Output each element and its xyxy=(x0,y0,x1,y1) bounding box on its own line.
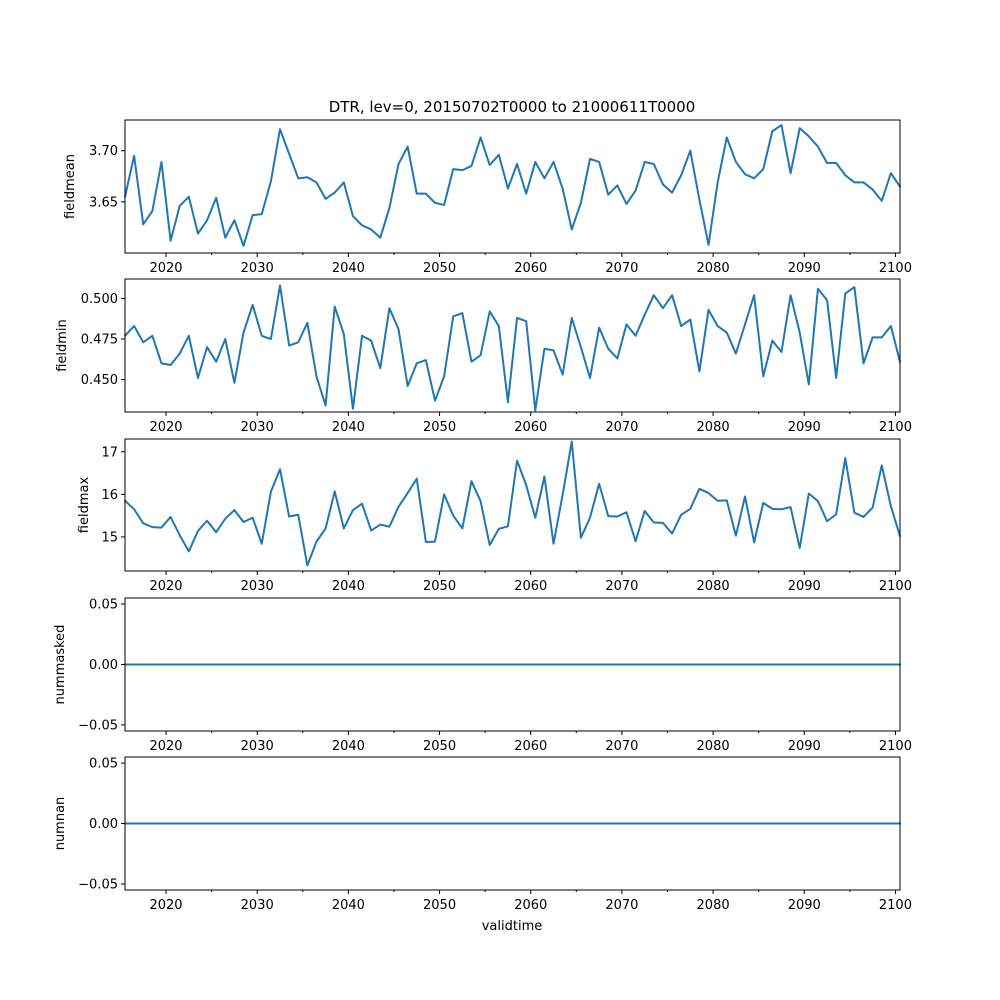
y-tick-label: 0.475 xyxy=(81,333,118,348)
x-tick-label: 2040 xyxy=(332,261,365,276)
x-tick-label: 2060 xyxy=(514,739,547,754)
y-tick-label: 0.05 xyxy=(89,598,118,613)
x-tick-label: 2060 xyxy=(514,261,547,276)
x-tick-label: 2020 xyxy=(149,420,182,435)
x-tick-label: 2030 xyxy=(241,261,274,276)
y-tick-label: 3.65 xyxy=(89,195,118,210)
x-tick-label: 2030 xyxy=(241,579,274,594)
chart-title: DTR, lev=0, 20150702T0000 to 21000611T00… xyxy=(329,98,696,116)
y-tick-label: 3.70 xyxy=(89,144,118,159)
x-tick-label: 2030 xyxy=(241,420,274,435)
x-tick-label: 2070 xyxy=(605,579,638,594)
x-tick-label: 2080 xyxy=(697,420,730,435)
nummasked-axis-label: nummasked xyxy=(53,625,68,705)
x-tick-label: 2040 xyxy=(332,579,365,594)
x-tick-label: 2080 xyxy=(697,898,730,913)
x-tick-label: 2050 xyxy=(423,898,456,913)
x-tick-label: 2030 xyxy=(241,739,274,754)
x-tick-label: 2070 xyxy=(605,739,638,754)
y-tick-label: 17 xyxy=(101,445,118,460)
y-tick-label: 15 xyxy=(101,530,118,545)
x-tick-label: 2090 xyxy=(788,420,821,435)
x-tick-label: 2050 xyxy=(423,420,456,435)
fieldmin-axis-label: fieldmin xyxy=(55,319,70,372)
y-tick-label: −0.05 xyxy=(78,718,118,733)
x-tick-label: 2100 xyxy=(879,898,912,913)
fieldmax-line xyxy=(124,440,901,567)
y-tick-label: 0.05 xyxy=(89,757,118,772)
x-tick-label: 2100 xyxy=(879,739,912,754)
fieldmean-axes-frame xyxy=(124,119,901,254)
x-tick-label: 2030 xyxy=(241,898,274,913)
y-tick-label: 16 xyxy=(101,488,118,503)
panel-numnan: 2020 2030 2040 2050 2060 2070 2080 2090 2100 −0.0… xyxy=(53,756,912,913)
fieldmean-line xyxy=(124,124,901,247)
x-tick-label: 2040 xyxy=(332,420,365,435)
x-tick-label: 2090 xyxy=(788,579,821,594)
y-tick-label: 0.450 xyxy=(81,373,118,388)
x-tick-label: 2040 xyxy=(332,739,365,754)
x-tick-label: 2070 xyxy=(605,898,638,913)
fieldmin-line xyxy=(124,284,901,412)
x-tick-label: 2090 xyxy=(788,739,821,754)
fieldmean-axis-label: fieldmean xyxy=(63,154,78,219)
x-tick-label: 2050 xyxy=(423,579,456,594)
panel-fieldmin: 2020 2030 2040 2050 2060 2070 2080 2090 2100 0.45… xyxy=(55,278,912,435)
x-tick-label: 2100 xyxy=(879,579,912,594)
fieldmax-axis-label: fieldmax xyxy=(77,477,92,534)
y-tick-label: 0.00 xyxy=(89,817,118,832)
x-tick-label: 2050 xyxy=(423,739,456,754)
x-tick-label: 2020 xyxy=(149,261,182,276)
x-tick-label: 2020 xyxy=(149,579,182,594)
x-tick-label: 2060 xyxy=(514,898,547,913)
x-tick-label: 2080 xyxy=(697,739,730,754)
x-tick-label: 2080 xyxy=(697,579,730,594)
x-axis-label: validtime xyxy=(482,919,543,934)
fieldmin-axes-frame xyxy=(124,278,901,413)
x-tick-label: 2100 xyxy=(879,261,912,276)
panels: 2020 2030 2040 2050 2060 2070 2080 2090 2100 3.65… xyxy=(53,119,912,913)
y-tick-label: 0.00 xyxy=(89,658,118,673)
x-tick-label: 2020 xyxy=(149,739,182,754)
x-tick-label: 2060 xyxy=(514,420,547,435)
x-tick-label: 2050 xyxy=(423,261,456,276)
y-tick-label: −0.05 xyxy=(78,877,118,892)
panel-fieldmean: 2020 2030 2040 2050 2060 2070 2080 2090 2100 3.65… xyxy=(63,119,912,276)
numnan-axis-label: numnan xyxy=(53,797,68,851)
panel-fieldmax: 2020 2030 2040 2050 2060 2070 2080 2090 2100 15 16… xyxy=(77,438,912,594)
fieldmax-axes-frame xyxy=(124,438,901,572)
x-tick-label: 2070 xyxy=(605,261,638,276)
y-tick-label: 0.500 xyxy=(81,292,118,307)
x-tick-label: 2060 xyxy=(514,579,547,594)
x-tick-label: 2040 xyxy=(332,898,365,913)
x-tick-label: 2080 xyxy=(697,261,730,276)
x-tick-label: 2070 xyxy=(605,420,638,435)
x-tick-label: 2090 xyxy=(788,898,821,913)
panel-nummasked: 2020 2030 2040 2050 2060 2070 2080 2090 2100 −0.0… xyxy=(53,597,912,754)
x-tick-label: 2090 xyxy=(788,261,821,276)
x-tick-label: 2020 xyxy=(149,898,182,913)
x-tick-label: 2100 xyxy=(879,420,912,435)
